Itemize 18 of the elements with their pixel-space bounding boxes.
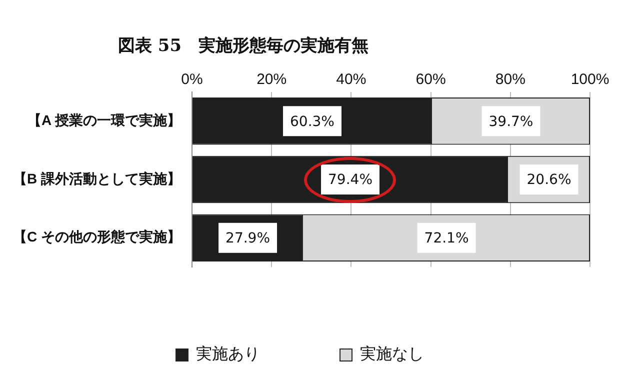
x-tick-label: 100% [570,71,610,88]
y-tick-label: 【C その他の形態で実施】 [13,228,181,245]
text: 20.6% [526,172,572,188]
x-tick-label: 20% [256,71,287,88]
x-tick-label: 80% [495,71,526,88]
y-tick-label: 【B 課外活動として実施】 [13,170,181,186]
text: 72.1% [424,230,469,246]
legend-label: 実施あり [196,344,260,364]
text: 39.7% [488,114,534,130]
text: 60.3% [290,114,334,130]
x-tick-label: 0% [181,71,203,88]
x-tick-label: 60% [416,71,446,88]
legend-label: 実施なし [360,344,424,364]
chart-title: 図表 55 実施形態毎の実施有無 [118,35,369,57]
y-tick-label: 【A 授業の一環で実施】 [28,112,181,128]
text: 27.9% [226,230,270,246]
text: 79.4% [328,172,372,188]
x-tick-label: 40% [336,71,366,88]
